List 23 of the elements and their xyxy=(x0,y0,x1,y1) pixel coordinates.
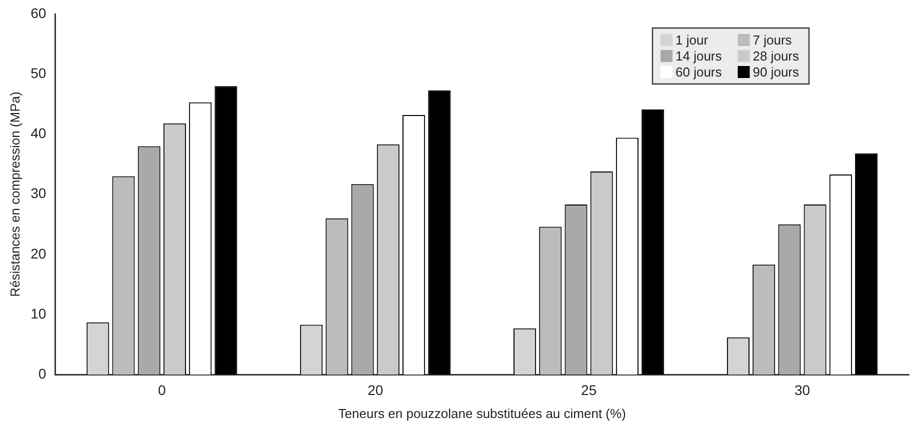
bar xyxy=(428,90,451,375)
y-tick-label: 60 xyxy=(30,4,46,21)
x-tick-label: 25 xyxy=(581,382,597,398)
bar xyxy=(855,153,878,375)
legend-label: 1 jour xyxy=(676,32,709,48)
legend-label: 90 jours xyxy=(752,64,800,80)
x-tick-label: 30 xyxy=(794,382,810,398)
bar xyxy=(642,110,664,375)
y-tick-label: 20 xyxy=(30,245,46,262)
y-tick-label: 10 xyxy=(30,305,46,322)
bar xyxy=(214,86,238,375)
legend-label: 14 jours xyxy=(676,48,722,64)
y-tick-label: 50 xyxy=(30,64,46,81)
x-tick-label: 20 xyxy=(368,382,384,398)
y-tick-label: 40 xyxy=(30,125,46,142)
x-axis-title: Teneurs en pouzzolane substituées au ciment (%) xyxy=(338,406,626,421)
legend-label: 7 jours xyxy=(752,32,792,48)
legend-label: 28 jours xyxy=(752,48,800,64)
y-axis-title: Résistances en compression (MPa) xyxy=(7,92,22,297)
y-tick-label: 0 xyxy=(38,365,46,382)
x-tick-label: 0 xyxy=(158,382,166,398)
legend-label: 60 jours xyxy=(676,64,722,80)
y-tick-label: 30 xyxy=(30,185,46,202)
